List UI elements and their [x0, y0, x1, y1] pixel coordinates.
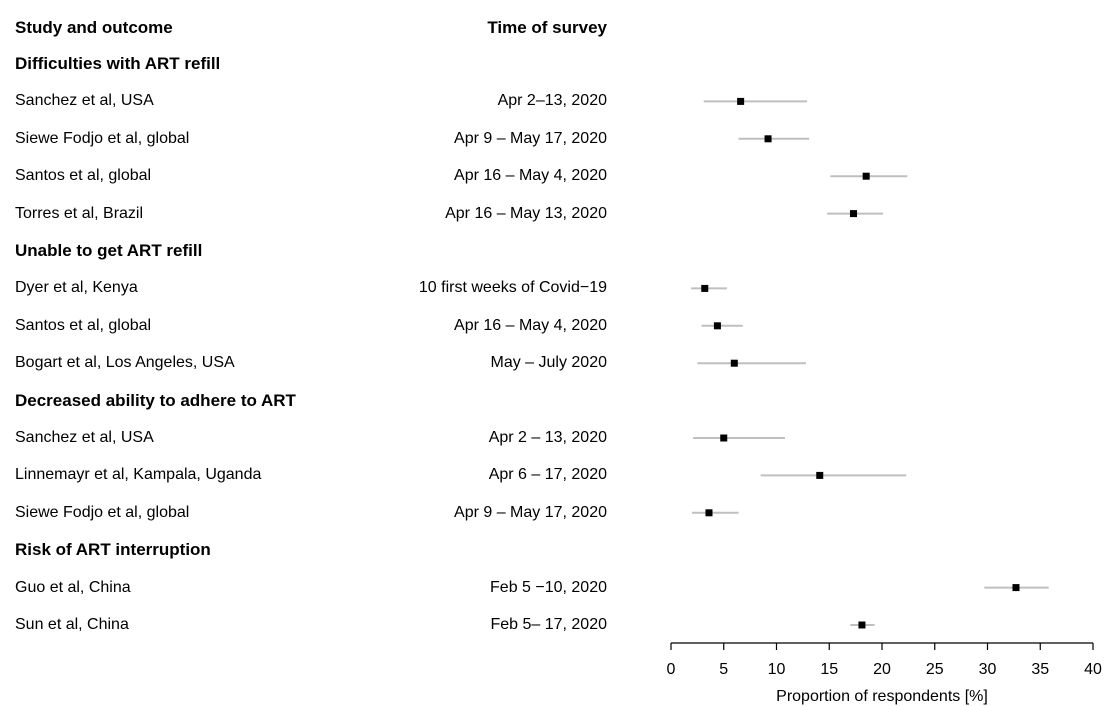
x-tick-label: 20	[873, 661, 891, 678]
x-tick-label: 35	[1031, 661, 1049, 678]
study-column-header: Study and outcome	[15, 18, 173, 37]
study-label: Guo et al, China	[15, 578, 131, 596]
survey-time-label: Apr 16 – May 4, 2020	[454, 316, 607, 334]
study-label: Siewe Fodjo et al, global	[15, 129, 190, 147]
x-tick-label: 25	[926, 661, 944, 678]
study-label: Santos et al, global	[15, 316, 152, 334]
survey-time-label: Apr 16 – May 4, 2020	[454, 167, 607, 185]
x-tick-label: 5	[719, 661, 728, 678]
point-estimate	[1012, 584, 1020, 592]
study-label: Dyer et al, Kenya	[15, 279, 138, 297]
point-estimate	[713, 322, 721, 330]
survey-time-label: 10 first weeks of Covid−19	[418, 279, 607, 297]
study-label: Bogart et al, Los Angeles, USA	[15, 354, 235, 372]
x-tick-label: 15	[820, 661, 838, 678]
point-estimate	[730, 359, 738, 367]
study-label: Siewe Fodjo et al, global	[15, 503, 190, 521]
point-estimate	[850, 210, 858, 218]
x-tick-label: 10	[768, 661, 786, 678]
group-title: Risk of ART interruption	[15, 540, 211, 560]
study-label: Sanchez et al, USA	[15, 92, 154, 110]
point-estimate	[816, 471, 824, 479]
point-estimate	[705, 509, 713, 517]
survey-time-label: Apr 9 – May 17, 2020	[454, 129, 607, 147]
point-estimate	[737, 97, 745, 105]
group-title: Decreased ability to adhere to ART	[15, 390, 296, 410]
study-label: Sun et al, China	[15, 616, 129, 633]
study-label: Torres et al, Brazil	[15, 204, 144, 222]
point-estimate	[764, 135, 772, 143]
point-estimate	[701, 284, 709, 292]
survey-time-label: Feb 5 −10, 2020	[490, 578, 607, 596]
survey-time-label: Apr 9 – May 17, 2020	[454, 503, 607, 521]
study-label: Linnemayr et al, Kampala, Uganda	[15, 466, 262, 484]
study-label: Sanchez et al, USA	[15, 429, 154, 446]
survey-time-label: Apr 6 – 17, 2020	[488, 466, 607, 484]
x-tick-label: 30	[979, 661, 997, 678]
point-estimate	[720, 434, 728, 442]
survey-time-label: Apr 16 – May 13, 2020	[445, 204, 607, 222]
point-estimate	[862, 172, 870, 180]
survey-time-label: May – July 2020	[490, 354, 607, 372]
survey-time-label: Apr 2–13, 2020	[497, 92, 607, 110]
time-column-header: Time of survey	[487, 18, 607, 37]
x-axis-label: Proportion of respondents [%]	[776, 688, 988, 705]
x-tick-label: 0	[667, 661, 676, 678]
survey-time-label: Feb 5– 17, 2020	[490, 616, 607, 633]
study-label: Santos et al, global	[15, 167, 152, 185]
group-title: Unable to get ART refill	[15, 241, 203, 260]
point-estimate	[858, 621, 866, 629]
x-tick-label: 40	[1084, 661, 1102, 678]
group-title: Difficulties with ART refill	[15, 54, 221, 73]
survey-time-label: Apr 2 – 13, 2020	[488, 429, 607, 446]
